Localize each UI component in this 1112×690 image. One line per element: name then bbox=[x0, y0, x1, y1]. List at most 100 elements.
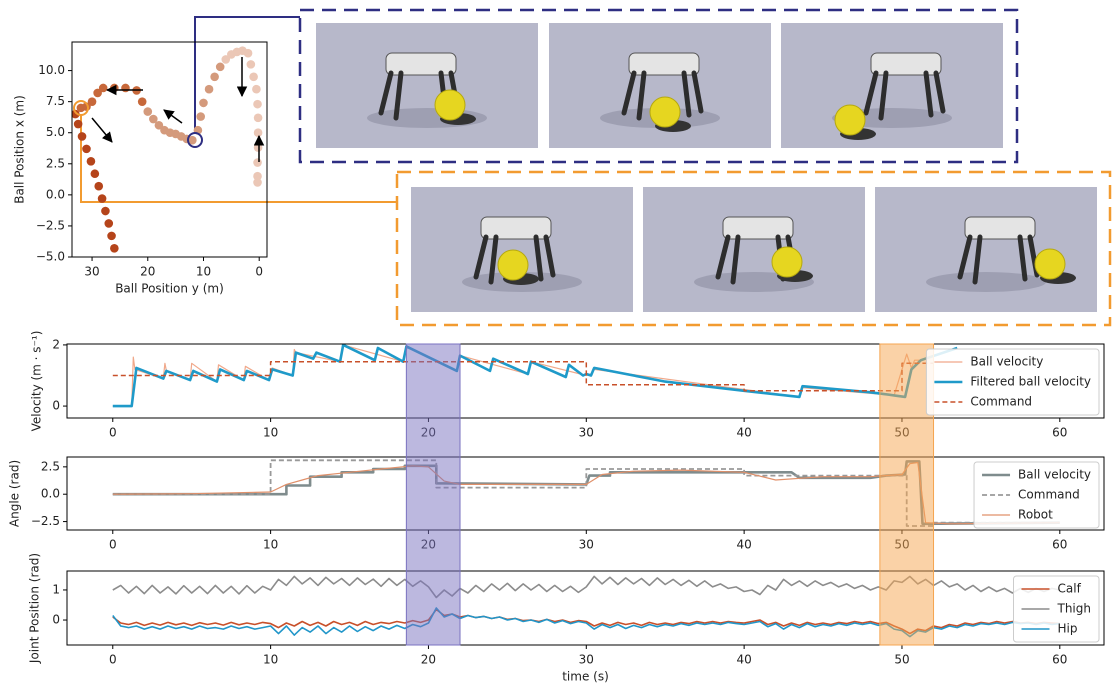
photos bbox=[316, 23, 1097, 312]
legend-label: Ball velocity bbox=[1018, 468, 1091, 482]
photo bbox=[643, 187, 865, 312]
axes-frame bbox=[67, 571, 1104, 645]
y-axis-label: Joint Position (rad) bbox=[28, 553, 42, 664]
point bbox=[249, 72, 258, 81]
legend: Ball velocity Command Robot bbox=[974, 462, 1099, 528]
x-axis-label: Ball Position y (m) bbox=[115, 282, 224, 296]
robot-body bbox=[723, 217, 793, 239]
x-tick-label: 10 bbox=[263, 538, 278, 552]
point bbox=[91, 169, 100, 178]
ball bbox=[435, 90, 465, 120]
point bbox=[196, 112, 205, 121]
y-tick-label: 10.0 bbox=[38, 63, 65, 77]
point bbox=[87, 157, 96, 166]
x-tick-label: 20 bbox=[421, 653, 436, 667]
legend-label: Thigh bbox=[1057, 602, 1092, 616]
x-tick-label: 40 bbox=[736, 653, 751, 667]
point bbox=[199, 99, 208, 108]
plot-area bbox=[113, 345, 957, 406]
x-tick-label: 0 bbox=[109, 538, 117, 552]
point bbox=[104, 219, 113, 228]
point bbox=[210, 72, 219, 81]
point bbox=[205, 85, 214, 94]
x-axis-label: time (s) bbox=[562, 670, 609, 684]
point bbox=[98, 194, 107, 203]
x-tick-label: 30 bbox=[579, 653, 594, 667]
y-tick-label: 0.0 bbox=[46, 187, 65, 201]
y-tick-label: 2.5 bbox=[41, 459, 60, 473]
ball bbox=[650, 97, 680, 127]
ball bbox=[772, 247, 802, 277]
figure: 302010010.07.55.02.50.0−2.5−5.0Ball Posi… bbox=[0, 0, 1112, 690]
point bbox=[94, 182, 103, 191]
robot-body bbox=[386, 53, 456, 75]
trajectory-annotations bbox=[74, 57, 259, 162]
photo bbox=[411, 187, 633, 312]
photo bbox=[316, 23, 538, 148]
x-tick-label: 0 bbox=[109, 426, 117, 440]
x-tick-label: 30 bbox=[579, 426, 594, 440]
legend-label: Robot bbox=[1018, 508, 1053, 522]
ball bbox=[498, 250, 528, 280]
legend-label: Command bbox=[1018, 488, 1080, 502]
y-tick-label: 7.5 bbox=[46, 94, 65, 108]
x-tick-label: 40 bbox=[736, 538, 751, 552]
x-tick-label: 60 bbox=[1052, 426, 1067, 440]
y-tick-label: 0 bbox=[52, 399, 60, 413]
x-tick-label: 60 bbox=[1052, 538, 1067, 552]
y-tick-label: 2.5 bbox=[46, 156, 65, 170]
ball bbox=[1035, 249, 1065, 279]
x-tick-label: 30 bbox=[579, 538, 594, 552]
point bbox=[121, 84, 130, 93]
x-tick-label: 0 bbox=[255, 265, 263, 279]
point bbox=[107, 232, 116, 241]
point bbox=[74, 120, 83, 129]
robot-body bbox=[965, 217, 1035, 239]
photo-shadow bbox=[926, 272, 1046, 292]
robot-body bbox=[629, 53, 699, 75]
y-tick-label: −2.5 bbox=[31, 514, 60, 528]
y-axis-label: Velocity (m · s⁻¹) bbox=[30, 331, 44, 432]
y-tick-label: 5.0 bbox=[46, 125, 65, 139]
axes-frame bbox=[72, 42, 267, 257]
highlight-span bbox=[406, 344, 460, 645]
series-line bbox=[113, 345, 957, 406]
arrow bbox=[164, 110, 182, 123]
point bbox=[253, 158, 262, 167]
robot-body bbox=[481, 217, 551, 239]
x-tick-label: 10 bbox=[263, 426, 278, 440]
plot-area bbox=[71, 46, 262, 252]
legend-label: Filtered ball velocity bbox=[970, 375, 1091, 389]
point bbox=[138, 97, 147, 106]
legend-label: Command bbox=[970, 395, 1032, 409]
x-tick-label: 60 bbox=[1052, 653, 1067, 667]
y-tick-label: 2 bbox=[52, 337, 60, 351]
point bbox=[253, 100, 262, 109]
y-tick-label: −2.5 bbox=[36, 218, 65, 232]
point bbox=[254, 114, 263, 123]
point bbox=[244, 49, 253, 58]
point bbox=[110, 84, 119, 93]
point bbox=[78, 132, 87, 141]
point bbox=[247, 60, 256, 69]
point bbox=[254, 143, 263, 152]
arrow bbox=[92, 118, 112, 142]
point bbox=[216, 63, 225, 72]
point bbox=[88, 97, 97, 106]
point bbox=[101, 207, 110, 216]
legend-label: Ball velocity bbox=[970, 355, 1043, 369]
point bbox=[82, 145, 91, 154]
photo bbox=[875, 187, 1097, 312]
point bbox=[253, 178, 262, 187]
x-tick-label: 50 bbox=[894, 653, 909, 667]
legend: Ball velocity Filtered ball velocity Comma… bbox=[926, 349, 1099, 415]
x-tick-label: 0 bbox=[109, 653, 117, 667]
x-tick-label: 30 bbox=[84, 265, 99, 279]
photo bbox=[781, 23, 1003, 148]
point bbox=[110, 244, 119, 253]
y-tick-label: −5.0 bbox=[36, 250, 65, 264]
legend-label: Hip bbox=[1058, 622, 1078, 636]
point bbox=[254, 128, 263, 137]
highlight-span bbox=[880, 344, 934, 645]
